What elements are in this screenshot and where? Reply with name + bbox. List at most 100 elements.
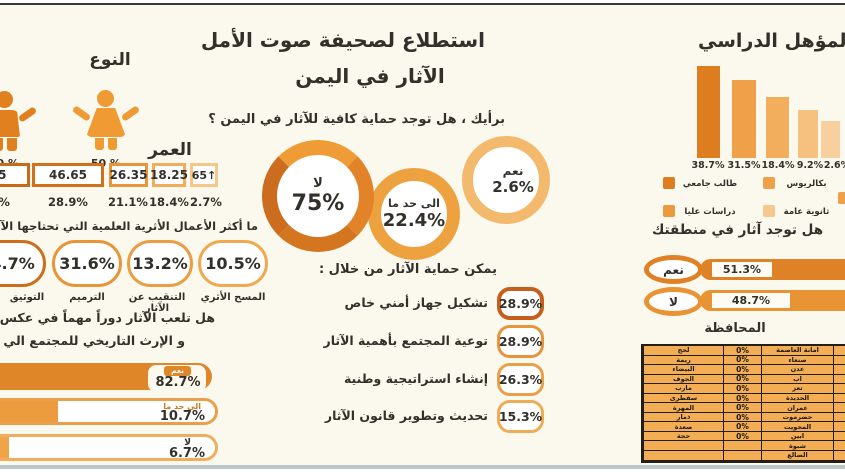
donut-somewhat: الى حد ما 22.4% (368, 168, 460, 260)
qual-bar-4 (798, 110, 818, 158)
gov-cell: 0% (833, 412, 845, 423)
gov-cell: 0% (723, 412, 761, 423)
role-bar-yes: نعم 82.7% (0, 363, 212, 392)
protection-question: برأيك ، هل توجد حماية كافية للآثار في ال… (208, 112, 505, 127)
role-question-line2: و الإرث التاريخي للمجتمع الي (3, 333, 185, 348)
age-box-46-65: 46.65 (32, 163, 104, 187)
legend-swatch-postgraduate (663, 205, 675, 217)
method-label-law: تحديث وتطوير قانون الآثار (324, 408, 488, 423)
gov-cell: صنعاء (761, 355, 833, 366)
gov-cell: اب (761, 374, 833, 385)
region-yes-pct: 51.3% (712, 262, 772, 277)
qual-bar-5 (821, 121, 840, 158)
method-label-awareness: توعية المجتمع بأهمية الآثار (323, 333, 489, 348)
works-label-restoration: الترميم (69, 292, 105, 303)
qualification-title: المؤهل الدراسي (697, 30, 845, 52)
age-box-18-25: 18.25 (150, 163, 188, 187)
works-pct-survey: 10.5% (198, 240, 268, 287)
region-no-bar: 48.7% (700, 290, 845, 311)
method-pct-strategy: 26.3% (497, 363, 544, 396)
role-bar-no-pct: 6.7% (168, 446, 205, 461)
gov-cell: البيضاء (643, 365, 723, 375)
gov-cell: سقطرى (643, 393, 723, 404)
qual-pct-3: 18.4% (761, 160, 795, 171)
gov-cell: ريمة (643, 355, 723, 366)
region-yes-bar: 51.3% (700, 259, 845, 280)
donut-somewhat-pct: 22.4% (382, 210, 446, 231)
gov-cell: 0% (723, 393, 761, 404)
age-title: العمر (148, 140, 192, 160)
qual-pct-2: 31.5% (727, 160, 761, 171)
legend-label-bachelor: بكالريوس (786, 179, 827, 189)
legend-label-university-student: طالب جامعي (682, 179, 738, 189)
role-bar-yes-label: نعم (164, 366, 191, 376)
role-bar-somewhat: الى حد ما 10.7% (0, 398, 218, 425)
method-label-security: تشكيل جهاز أمني خاص (344, 295, 488, 310)
role-bar-no: لا 6.7% (0, 434, 218, 461)
gov-cell: 0% (723, 431, 761, 442)
works-pct-documentation: 44.7% (0, 240, 46, 287)
gov-cell (723, 451, 761, 461)
gov-cell: 0% (723, 346, 761, 356)
qual-bar-1 (697, 66, 720, 158)
qual-pct-4: 9.2% (796, 160, 824, 171)
gov-cell: المهرة (643, 403, 723, 413)
gov-cell: 0% (723, 403, 761, 413)
governorates-title: المحافظة (704, 321, 766, 336)
qual-pct-5: 2.6% (823, 160, 845, 171)
qual-bar-3 (766, 97, 789, 158)
role-bar-yes-pct: 82.7% (155, 375, 201, 390)
legend-label-secondary: ثانوية عامة (783, 207, 830, 217)
donut-yes-label: نعم (502, 164, 524, 178)
region-no-bubble: لا (644, 287, 703, 316)
gov-cell: عدن (761, 365, 833, 375)
works-label-excavation: التنقيب عن الآثار (128, 292, 186, 314)
gov-cell: المحويت (761, 422, 833, 432)
age-pct-18-25: 18.4% (149, 195, 189, 209)
works-question: ما أكثر الأعمال الأثرية العلمية التي تحت… (0, 219, 258, 233)
age-box-26-35: 26.35 (109, 163, 148, 187)
gov-cell: 0% (723, 365, 761, 375)
gov-cell: لحج (643, 346, 723, 356)
role-question-line1: هل تلعب الآثار دوراً مهماً في عكس (0, 310, 215, 325)
gov-cell: مارب (643, 384, 723, 394)
works-label-documentation: التوثيق (9, 292, 45, 303)
donut-no-pct: 75% (291, 191, 345, 216)
donut-no-label: لا (313, 176, 323, 191)
age-pct-46-65: 28.9% (48, 195, 88, 209)
methods-title: يمكن حماية الآثار من خلال : (318, 262, 498, 277)
works-pct-excavation: 13.2% (127, 240, 193, 287)
age-box-36-45: 36.45 (0, 163, 30, 187)
gov-cell: 0% (833, 431, 845, 442)
legend-label-postgraduate: دراسات عليا (684, 207, 736, 217)
poster-title-line2: الآثار في اليمن (295, 64, 445, 88)
gov-cell: 0% (833, 384, 845, 394)
gov-cell: تعز (761, 384, 833, 394)
gov-cell (643, 451, 723, 461)
gov-cell: الضالع (761, 451, 833, 461)
age-pct-36-45: 28.9% (0, 195, 25, 209)
age-box-65plus: 65↑ (190, 163, 218, 187)
works-pct-restoration: 31.6% (52, 240, 122, 287)
gender-title: النوع (89, 50, 131, 70)
gov-cell (723, 441, 761, 452)
legend-swatch-bachelor (763, 177, 775, 189)
region-no-pct: 48.7% (712, 293, 790, 308)
gov-cell (643, 441, 723, 452)
gov-cell: 0% (723, 374, 761, 385)
governorates-table: لحج 0% امانة العاصمة 0% ريمة 0% صنعاء 0%… (641, 344, 845, 463)
donut-somewhat-label: الى حد ما (388, 197, 440, 210)
region-yes-bubble: نعم (644, 255, 703, 284)
age-pct-26-35: 21.1% (108, 195, 148, 209)
donut-yes: نعم 2.6% (462, 136, 550, 224)
female-icon (71, 90, 141, 154)
gov-cell: 0% (833, 346, 845, 356)
role-bar-no-label: لا (184, 438, 191, 448)
age-pct-65plus: 2.7% (190, 195, 222, 209)
method-pct-awareness: 28.9% (497, 325, 544, 358)
gov-cell: 0% (723, 384, 761, 394)
qual-bar-2 (732, 80, 756, 158)
gov-cell: 0% (833, 393, 845, 404)
qual-pct-1: 38.7% (691, 160, 725, 171)
works-label-survey: المسح الأثري (200, 292, 266, 303)
